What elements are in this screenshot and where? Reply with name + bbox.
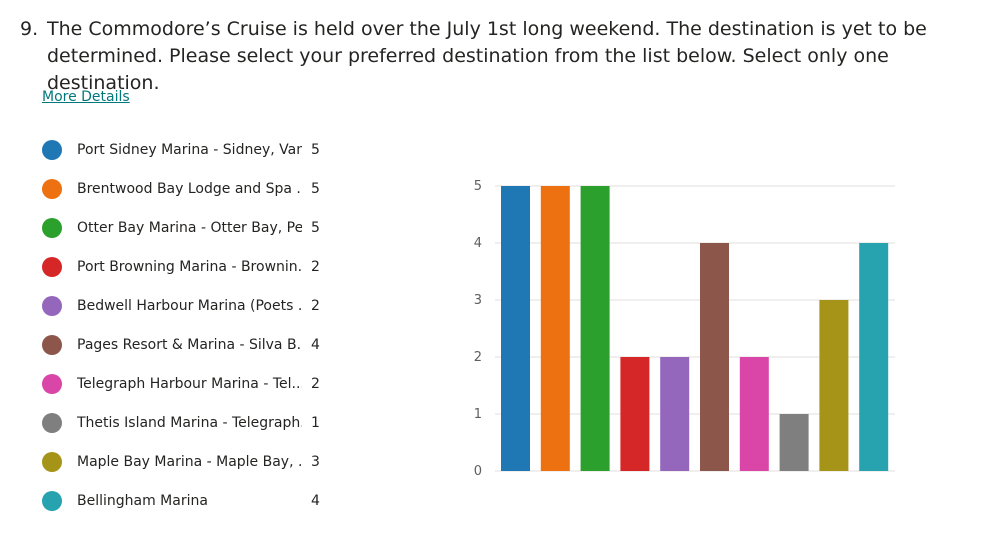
y-tick-label: 2 [474,350,482,365]
legend-color-dot [42,295,62,316]
legend-item: Port Sidney Marina - Sidney, Van... 5 [42,130,342,169]
y-tick-label: 1 [474,407,482,422]
legend-count: 5 [311,180,320,197]
question: 9. The Commodore’s Cruise is held over t… [20,16,980,97]
bar[interactable] [819,300,849,471]
more-details-link[interactable]: More Details [42,89,130,105]
legend-label: Otter Bay Marina - Otter Bay, Pe... [77,219,302,236]
legend-color-dot [42,256,62,277]
bar[interactable] [540,186,570,471]
y-tick-label: 0 [474,464,482,479]
legend-label: Port Sidney Marina - Sidney, Van... [77,141,302,158]
legend-color-dot [42,373,62,394]
legend-count: 2 [311,258,320,275]
question-text: The Commodore’s Cruise is held over the … [47,18,927,94]
bar-chart: 0 1 2 3 4 5 [474,179,895,479]
bar[interactable] [859,243,889,471]
bar[interactable] [660,357,690,471]
y-tick-label: 3 [474,293,482,308]
bar[interactable] [580,186,610,471]
legend-color-dot [42,490,62,511]
legend-count: 4 [311,492,320,509]
legend-label: Maple Bay Marina - Maple Bay, ... [77,453,302,470]
legend-label: Brentwood Bay Lodge and Spa ... [77,180,302,197]
legend-item: Otter Bay Marina - Otter Bay, Pe... 5 [42,208,342,247]
bar[interactable] [739,357,769,471]
legend-item: Pages Resort & Marina - Silva B... 4 [42,325,342,364]
legend-label: Bellingham Marina [77,492,208,509]
bar[interactable] [779,414,809,471]
legend: Port Sidney Marina - Sidney, Van... 5 Bren… [42,130,342,520]
legend-color-dot [42,334,62,355]
legend-item: Brentwood Bay Lodge and Spa ... 5 [42,169,342,208]
legend-label: Port Browning Marina - Brownin... [77,258,302,275]
question-number: 9. [20,18,39,40]
legend-count: 5 [311,219,320,236]
y-tick-label: 5 [474,179,482,194]
legend-count: 2 [311,375,320,392]
legend-count: 4 [311,336,320,353]
legend-label: Pages Resort & Marina - Silva B... [77,336,302,353]
legend-count: 3 [311,453,320,470]
legend-count: 5 [311,141,320,158]
bar[interactable] [620,357,650,471]
legend-color-dot [42,412,62,433]
legend-item: Port Browning Marina - Brownin... 2 [42,247,342,286]
legend-item: Telegraph Harbour Marina - Tel... 2 [42,364,342,403]
legend-color-dot [42,178,62,199]
legend-color-dot [42,139,62,160]
legend-item: Maple Bay Marina - Maple Bay, ... 3 [42,442,342,481]
bar[interactable] [501,186,530,471]
legend-count: 1 [311,414,320,431]
legend-color-dot [42,451,62,472]
legend-label: Telegraph Harbour Marina - Tel... [77,375,302,392]
legend-item: Bedwell Harbour Marina (Poets ... 2 [42,286,342,325]
legend-count: 2 [311,297,320,314]
legend-item: Thetis Island Marina - Telegraph... 1 [42,403,342,442]
legend-item: Bellingham Marina 4 [42,481,342,520]
legend-color-dot [42,217,62,238]
legend-label: Bedwell Harbour Marina (Poets ... [77,297,302,314]
legend-label: Thetis Island Marina - Telegraph... [77,414,302,431]
y-tick-label: 4 [474,236,482,251]
bar[interactable] [700,243,729,471]
